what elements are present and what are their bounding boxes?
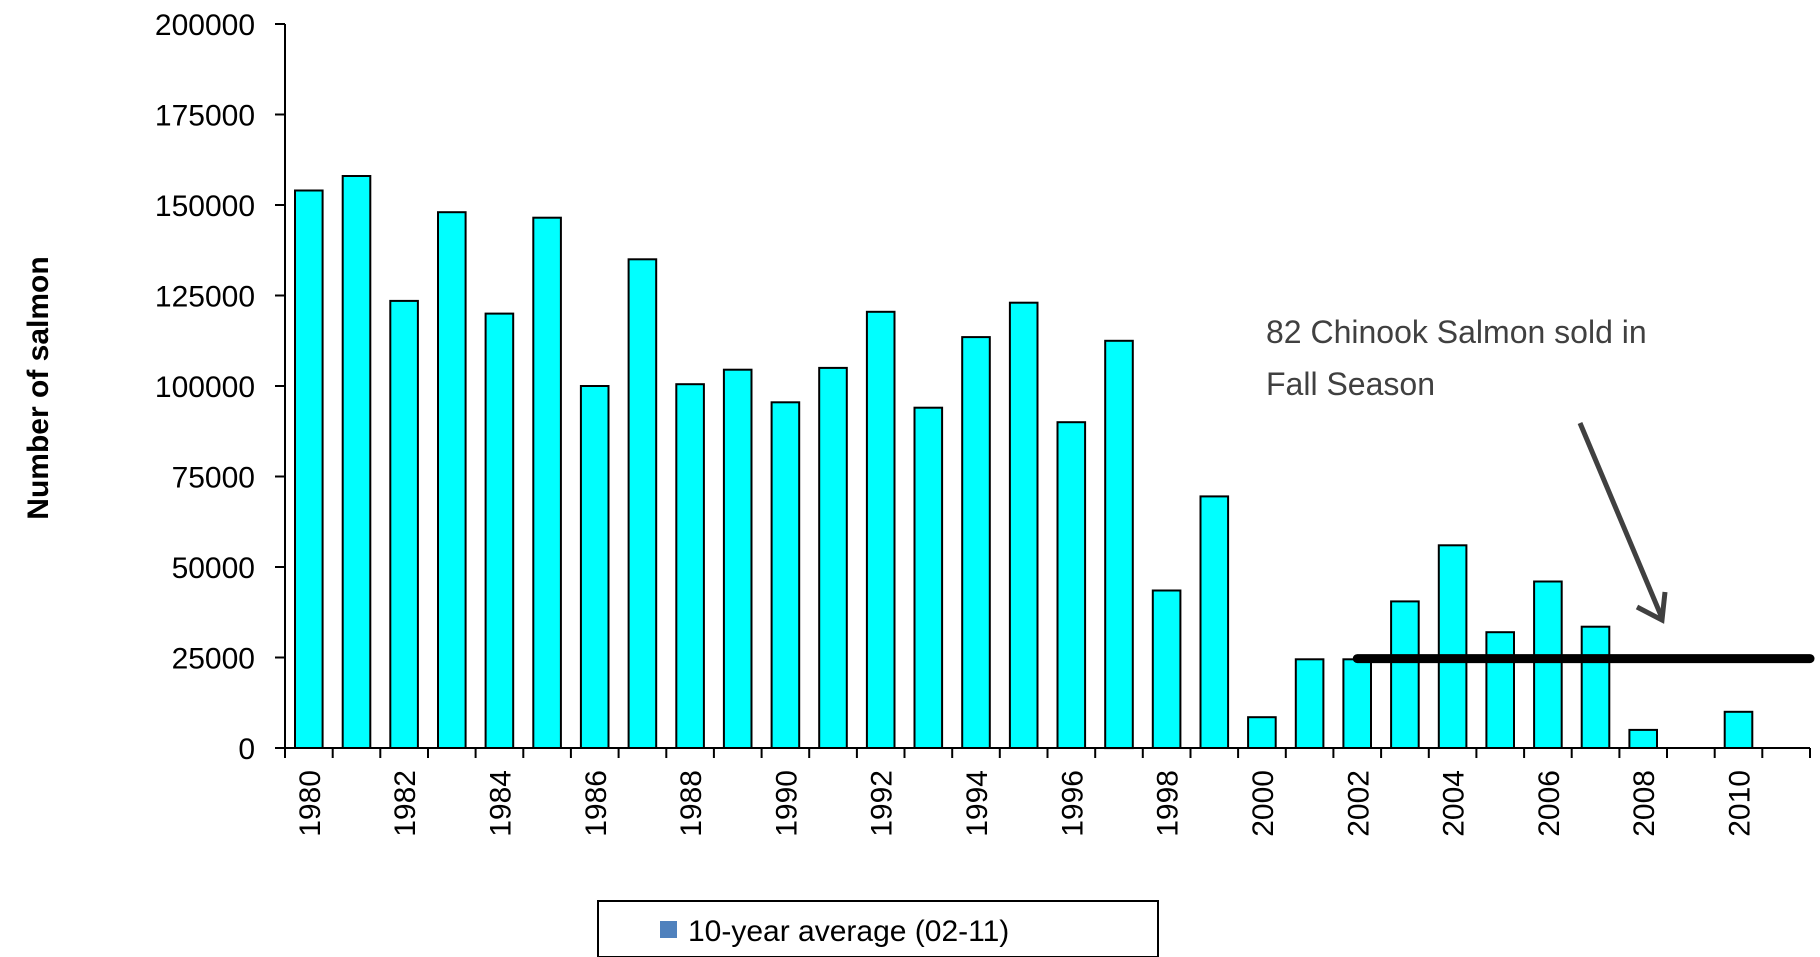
bar-1980 xyxy=(294,189,324,749)
y-tick-label: 0 xyxy=(238,733,255,766)
x-tick-label: 2010 xyxy=(1724,770,1757,837)
bar-1990 xyxy=(770,401,801,749)
x-tick-label: 1986 xyxy=(580,770,613,837)
x-tick-label: 1994 xyxy=(961,770,994,837)
bar-1997 xyxy=(1104,339,1134,750)
bar-1998 xyxy=(1151,589,1182,749)
annotation-line-2: Fall Season xyxy=(1266,366,1435,402)
annotation: 82 Chinook Salmon sold in Fall Season xyxy=(1266,314,1668,624)
annotation-arrow-shaft xyxy=(1577,422,1665,619)
y-tick-label: 175000 xyxy=(155,100,255,133)
x-tick-label: 1980 xyxy=(294,770,327,837)
bar-2001 xyxy=(1294,658,1325,749)
y-tick-label: 25000 xyxy=(172,643,255,676)
bars-group xyxy=(294,175,1754,750)
bar-2010 xyxy=(1723,710,1754,749)
bar-2006 xyxy=(1533,580,1563,749)
x-tick-label: 1992 xyxy=(866,770,899,837)
x-tick-label: 2004 xyxy=(1438,770,1471,837)
y-tick-label: 125000 xyxy=(155,281,255,314)
y-axis-title: Number of salmon xyxy=(22,256,55,519)
x-tick-label: 1990 xyxy=(770,770,803,837)
y-tick-label: 150000 xyxy=(155,190,255,223)
bar-1983 xyxy=(437,211,467,749)
bar-1985 xyxy=(532,216,562,749)
bar-1984 xyxy=(484,312,515,749)
bar-1988 xyxy=(675,383,705,749)
bar-2005 xyxy=(1485,631,1516,750)
bar-2008 xyxy=(1628,728,1659,750)
bar-1986 xyxy=(579,385,610,749)
bar-2003 xyxy=(1390,600,1420,750)
legend: 10-year average (02-11) xyxy=(597,900,1159,957)
bar-2004 xyxy=(1437,544,1468,749)
y-axis: 0 25000 50000 75000 100000 125000 150000 175000… xyxy=(155,9,286,766)
legend-label: 10-year average (02-11) xyxy=(688,915,1009,948)
annotation-arrow-head xyxy=(1635,591,1668,624)
x-tick-label: 1982 xyxy=(389,770,422,837)
x-tick-label: 2006 xyxy=(1533,770,1566,837)
y-tick-label: 75000 xyxy=(172,462,255,495)
bar-1992 xyxy=(865,310,896,749)
x-axis: 1980 1982 1984 1986 1988 1990 1992 1994 1996 1998… xyxy=(284,747,1811,837)
legend-box xyxy=(597,900,1159,957)
x-tick-label: 1988 xyxy=(675,770,708,837)
bar-2000 xyxy=(1247,716,1277,750)
x-tick-label: 2000 xyxy=(1247,770,1280,837)
bar-1999 xyxy=(1199,495,1230,749)
x-tick-label: 2002 xyxy=(1342,770,1375,837)
y-tick-label: 200000 xyxy=(155,9,255,42)
bar-2002 xyxy=(1342,658,1373,749)
bar-1982 xyxy=(389,299,419,749)
bar-1981 xyxy=(341,175,372,749)
y-tick-label: 100000 xyxy=(155,371,255,404)
bar-2007 xyxy=(1580,625,1611,750)
annotation-line-1: 82 Chinook Salmon sold in xyxy=(1266,314,1647,350)
y-tick-label: 50000 xyxy=(172,552,255,585)
x-tick-label: 1984 xyxy=(485,770,518,837)
bar-1996 xyxy=(1056,421,1087,749)
legend-swatch xyxy=(660,921,677,938)
bar-1995 xyxy=(1008,301,1039,749)
x-tick-label: 2008 xyxy=(1628,770,1661,837)
bar-1989 xyxy=(722,368,753,749)
x-tick-label: 1996 xyxy=(1056,770,1089,837)
bar-1991 xyxy=(818,366,848,749)
bar-1993 xyxy=(913,406,944,749)
bar-1987 xyxy=(627,258,658,749)
bar-1994 xyxy=(961,336,991,749)
x-tick-label: 1998 xyxy=(1152,770,1185,837)
